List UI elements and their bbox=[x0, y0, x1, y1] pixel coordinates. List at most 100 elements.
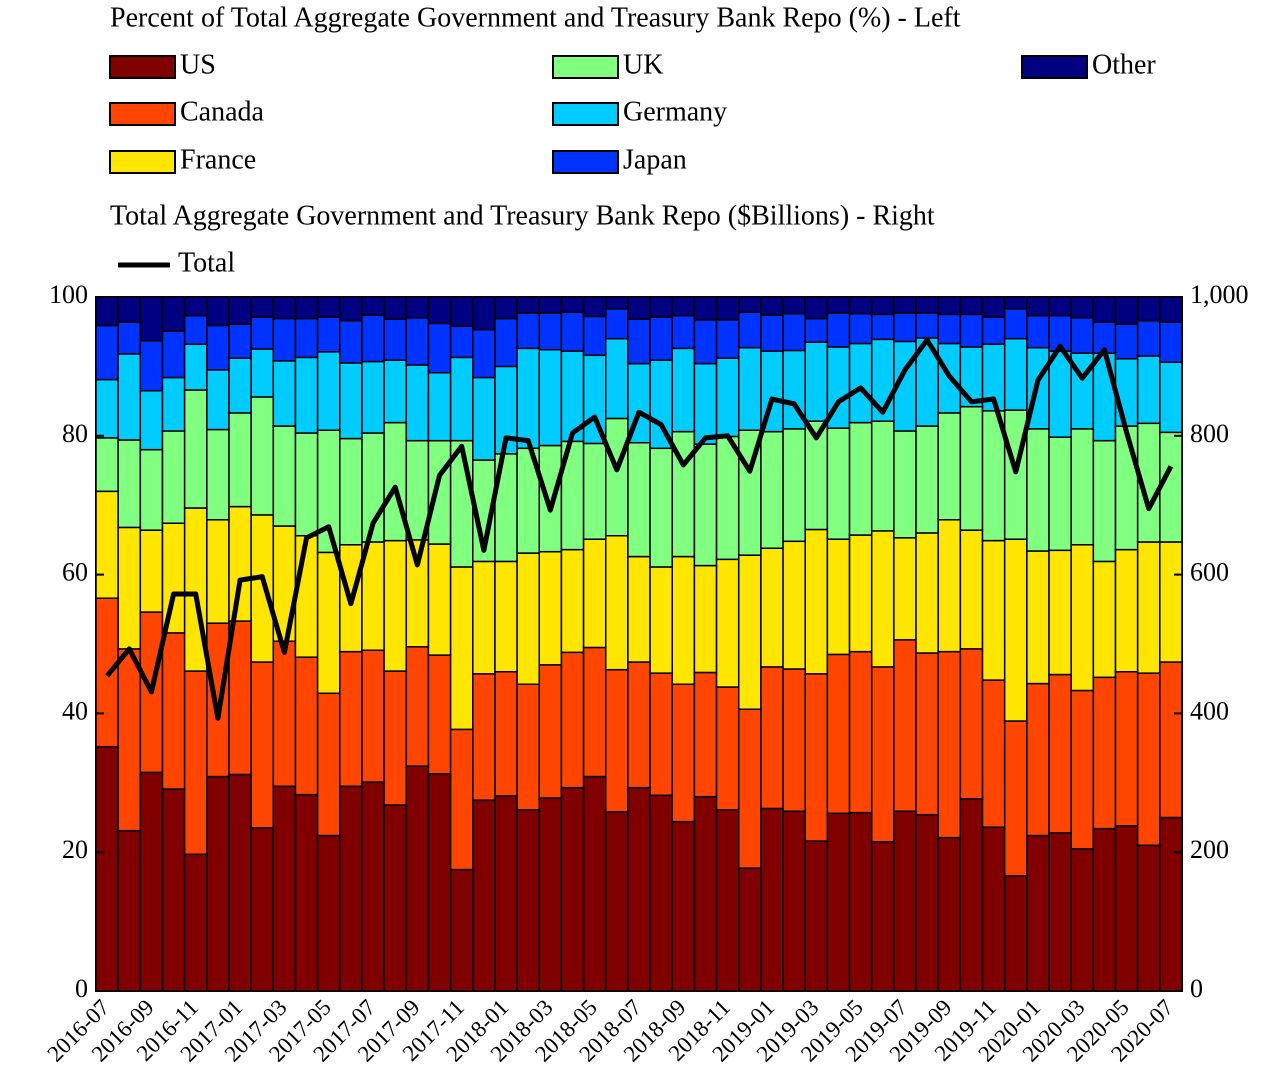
bar-segment bbox=[1048, 673, 1072, 834]
bar-segment bbox=[560, 651, 585, 789]
bar-segment bbox=[228, 357, 252, 414]
bar-segment bbox=[361, 314, 385, 363]
bar-segment bbox=[1136, 296, 1161, 322]
bar-segment bbox=[449, 566, 474, 731]
bar-segment bbox=[361, 781, 385, 992]
bar-segment bbox=[893, 810, 917, 992]
y-tick-label: 60 bbox=[62, 558, 88, 587]
bar-segment bbox=[449, 325, 474, 359]
bar-segment bbox=[627, 296, 651, 320]
bar-segment bbox=[272, 425, 297, 527]
bar-segment bbox=[383, 296, 408, 320]
bar-segment bbox=[870, 296, 895, 316]
bar-segment bbox=[715, 296, 740, 321]
bar-segment bbox=[693, 443, 718, 567]
bar-segment bbox=[782, 296, 806, 315]
bar-segment bbox=[693, 795, 718, 992]
bar-segment bbox=[272, 296, 297, 320]
bar-segment bbox=[893, 639, 917, 813]
bar-segment bbox=[649, 566, 673, 674]
bar-segment bbox=[206, 296, 230, 327]
bar-segment bbox=[915, 425, 939, 534]
bar-segment bbox=[383, 359, 408, 424]
bar-segment bbox=[981, 296, 1006, 318]
bar-segment bbox=[560, 786, 585, 992]
bar-segment bbox=[937, 836, 962, 992]
bar-segment bbox=[893, 296, 917, 314]
bar-segment bbox=[95, 745, 119, 992]
chart-title: Percent of Total Aggregate Government an… bbox=[110, 2, 961, 33]
bar-segment bbox=[1092, 296, 1117, 323]
bar-segment bbox=[627, 661, 651, 789]
bar-segment bbox=[760, 547, 784, 668]
bar-segment bbox=[737, 346, 762, 431]
legend-label: Germany bbox=[623, 96, 727, 127]
bar-segment bbox=[95, 324, 119, 381]
bar-segment bbox=[1003, 538, 1028, 722]
bar-segment bbox=[472, 560, 496, 675]
bar-segment bbox=[472, 296, 496, 331]
bar-segment bbox=[161, 430, 186, 524]
bar-segment bbox=[339, 362, 363, 440]
bar-segment bbox=[472, 673, 496, 801]
bar-segment bbox=[250, 661, 275, 829]
bar-segment bbox=[494, 671, 518, 797]
bar-segment bbox=[1048, 832, 1072, 992]
bar-segment bbox=[1159, 296, 1183, 323]
bar-segment bbox=[693, 564, 718, 674]
bar-segment bbox=[427, 773, 452, 992]
bar-segment bbox=[139, 529, 164, 613]
bar-segment bbox=[582, 775, 607, 992]
y-tick-label: 40 bbox=[62, 696, 88, 725]
bar-segment bbox=[870, 841, 895, 992]
bar-segment bbox=[316, 351, 341, 431]
bar-segment bbox=[516, 552, 541, 686]
bar-segment bbox=[228, 323, 252, 359]
bar-segment bbox=[582, 538, 607, 649]
bar-segment bbox=[937, 519, 962, 653]
bar-segment bbox=[959, 529, 984, 650]
legend-swatch bbox=[109, 150, 176, 174]
bar-segment bbox=[1092, 439, 1117, 563]
bar-segment bbox=[1070, 317, 1095, 354]
bar-segment bbox=[1114, 323, 1139, 360]
bar-segment bbox=[870, 530, 895, 668]
legend-label: Other bbox=[1092, 49, 1156, 80]
bar-segment bbox=[826, 312, 851, 348]
bar-segment bbox=[383, 670, 408, 806]
bar-segment bbox=[693, 671, 718, 798]
bar-segment bbox=[959, 405, 984, 531]
bar-segment bbox=[1026, 296, 1050, 317]
bar-segment bbox=[649, 316, 673, 361]
bar-segment bbox=[826, 296, 851, 314]
bar-segment bbox=[627, 786, 651, 992]
bar-segment bbox=[339, 437, 363, 546]
bar-segment bbox=[1003, 720, 1028, 877]
bar-segment bbox=[782, 312, 806, 352]
bar-segment bbox=[1114, 425, 1139, 551]
bar-segment bbox=[250, 514, 275, 663]
bar-segment bbox=[161, 376, 186, 432]
bar-segment bbox=[494, 317, 518, 368]
bar-segment bbox=[1070, 689, 1095, 850]
bar-segment bbox=[139, 448, 164, 531]
bar-segment bbox=[605, 308, 629, 340]
bar-segment bbox=[671, 347, 696, 433]
bar-segment bbox=[183, 296, 208, 317]
bar-segment bbox=[95, 490, 119, 599]
bar-segment bbox=[339, 296, 363, 322]
bar-segment bbox=[693, 296, 718, 321]
bar-segment bbox=[937, 296, 962, 316]
bar-segment bbox=[737, 708, 762, 869]
bar-segment bbox=[1026, 834, 1050, 992]
bar-segment bbox=[161, 632, 186, 790]
bar-segment bbox=[383, 804, 408, 992]
bar-segment bbox=[95, 296, 119, 327]
bar-segment bbox=[206, 775, 230, 992]
bar-segment bbox=[339, 319, 363, 364]
bar-segment bbox=[294, 793, 319, 992]
chart-subtitle: Total Aggregate Government and Treasury … bbox=[110, 200, 935, 231]
bar-segment bbox=[449, 868, 474, 992]
bar-segment bbox=[228, 773, 252, 992]
bar-segment bbox=[516, 296, 541, 314]
